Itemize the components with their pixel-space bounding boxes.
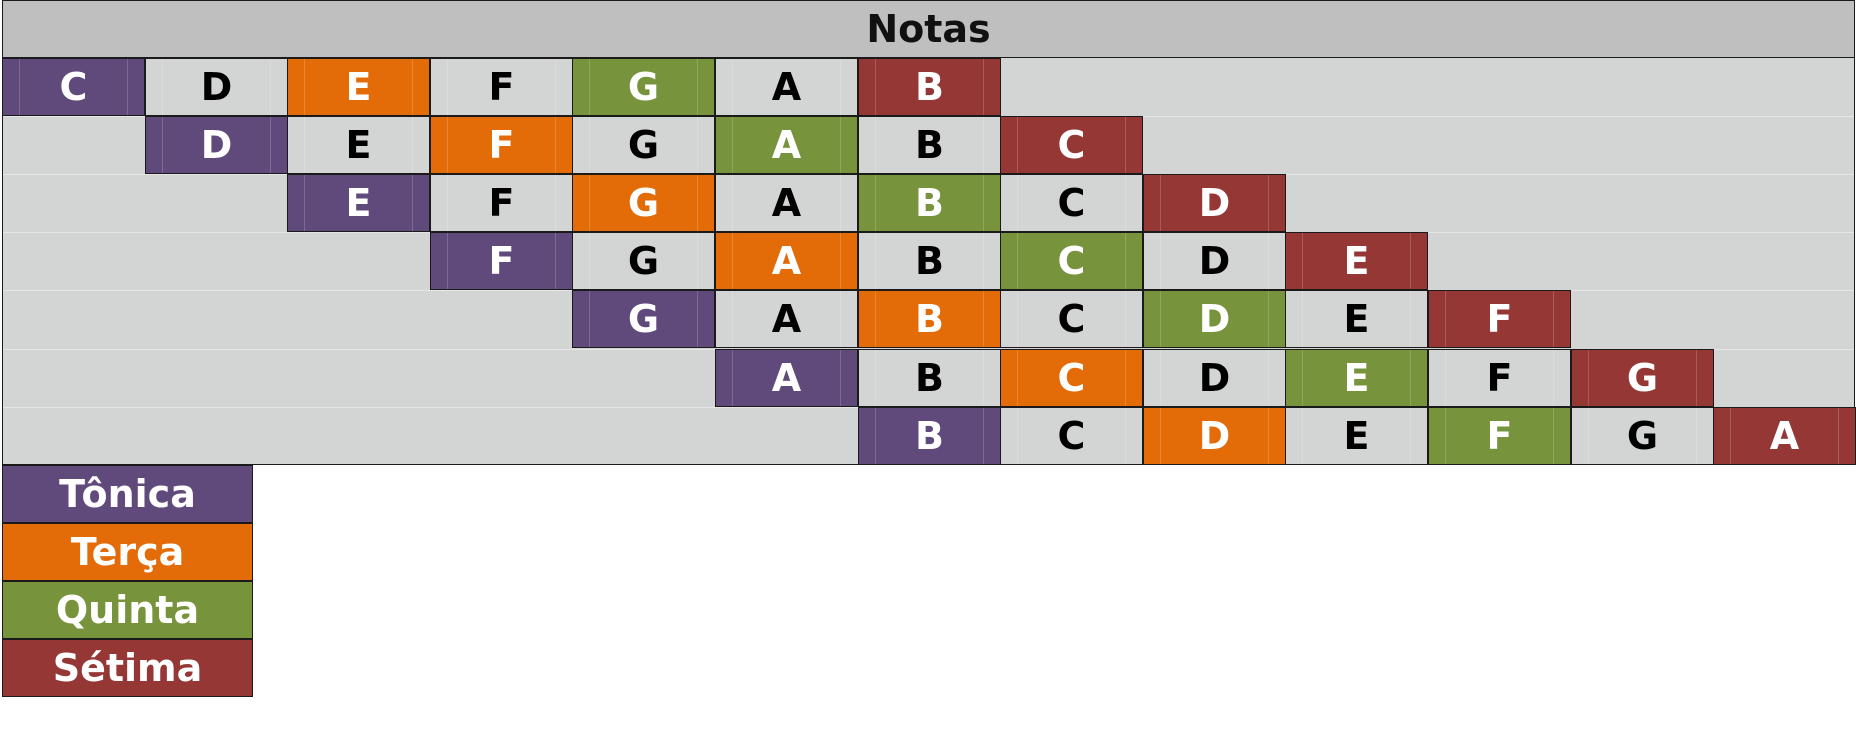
note-cell-tonica: G (572, 290, 715, 348)
note-cell-terca: B (858, 290, 1001, 348)
note-cell-terca: F (430, 116, 573, 174)
note-cell-tonica: C (2, 58, 145, 116)
note-cell-plain: E (287, 116, 430, 174)
note-cell-quinta: G (572, 58, 715, 116)
note-cell-tonica: F (430, 232, 573, 290)
note-cell-quinta: B (858, 174, 1001, 232)
note-cell-plain: A (715, 290, 858, 348)
legend-setima: Sétima (2, 639, 253, 697)
note-cell-plain: G (1571, 407, 1714, 465)
legend-tonica: Tônica (2, 465, 253, 523)
note-cell-plain: B (858, 232, 1001, 290)
note-cell-tonica: D (145, 116, 288, 174)
note-cell-quinta: D (1143, 290, 1286, 348)
note-cell-setima: E (1285, 232, 1428, 290)
note-cell-plain: A (715, 174, 858, 232)
note-cell-quinta: E (1285, 349, 1428, 407)
note-cell-quinta: F (1428, 407, 1571, 465)
note-cell-tonica: B (858, 407, 1001, 465)
note-cell-plain: D (1143, 349, 1286, 407)
note-cell-terca: E (287, 58, 430, 116)
note-cell-plain: E (1285, 407, 1428, 465)
note-cell-setima: A (1713, 407, 1856, 465)
header-notas: Notas (2, 0, 1855, 58)
note-cell-plain: F (430, 174, 573, 232)
note-cell-plain: B (858, 349, 1001, 407)
note-cell-terca: A (715, 232, 858, 290)
legend-quinta: Quinta (2, 581, 253, 639)
note-cell-plain: A (715, 58, 858, 116)
note-cell-plain: D (1143, 232, 1286, 290)
note-cell-plain: F (430, 58, 573, 116)
legend-terca: Terça (2, 523, 253, 581)
note-cell-plain: F (1428, 349, 1571, 407)
note-cell-plain: C (1000, 174, 1143, 232)
note-cell-tonica: E (287, 174, 430, 232)
note-cell-plain: G (572, 116, 715, 174)
note-cell-plain: C (1000, 290, 1143, 348)
note-cell-plain: B (858, 116, 1001, 174)
note-cell-plain: E (1285, 290, 1428, 348)
note-cell-setima: C (1000, 116, 1143, 174)
note-cell-terca: G (572, 174, 715, 232)
note-cell-plain: C (1000, 407, 1143, 465)
note-cell-plain: D (145, 58, 288, 116)
note-cell-quinta: A (715, 116, 858, 174)
note-cell-terca: C (1000, 349, 1143, 407)
note-cell-quinta: C (1000, 232, 1143, 290)
note-cell-setima: G (1571, 349, 1714, 407)
note-cell-setima: F (1428, 290, 1571, 348)
note-cell-setima: D (1143, 174, 1286, 232)
note-cell-tonica: A (715, 349, 858, 407)
note-cell-plain: G (572, 232, 715, 290)
note-cell-setima: B (858, 58, 1001, 116)
note-cell-terca: D (1143, 407, 1286, 465)
